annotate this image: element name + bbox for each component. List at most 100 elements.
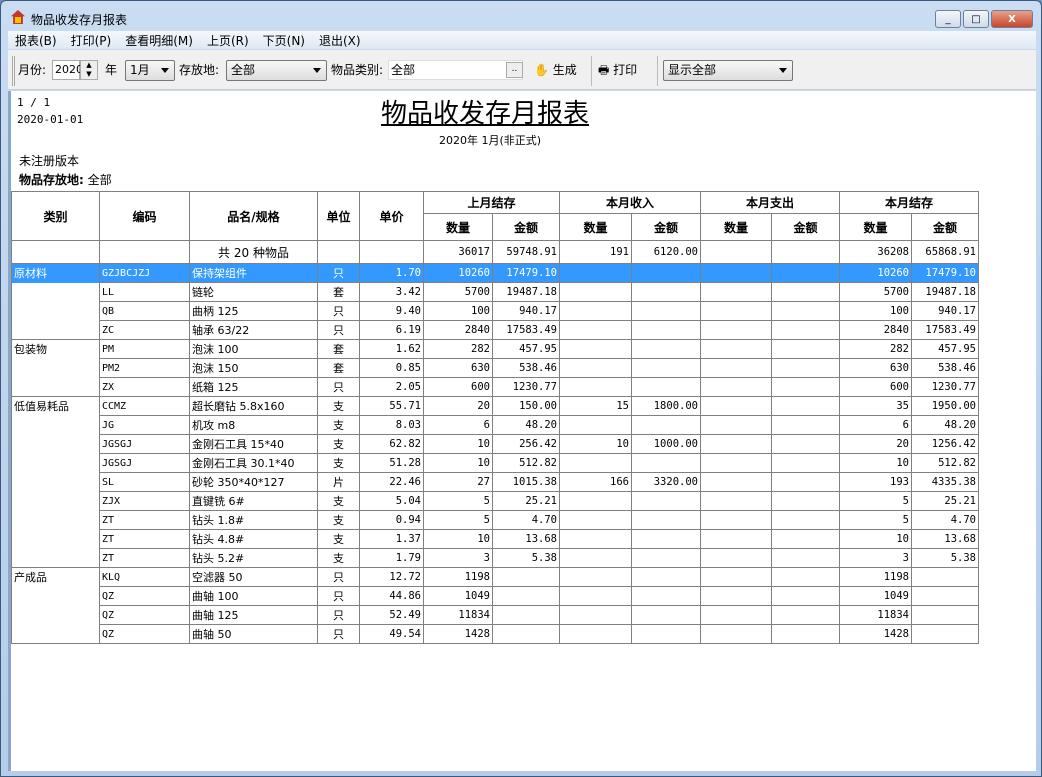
table-row[interactable]: JG 机攻 m8 支 8.03 6 48.20 6 48.20 [11, 415, 979, 435]
browse-button[interactable]: .. [506, 62, 523, 78]
table-row[interactable]: LL 链轮套 3.42 5700 19487.18 5700 19487.18 [11, 282, 979, 302]
menu-prev-page[interactable]: 上页(R) [206, 33, 249, 48]
cell-last-amount: 538.46 [492, 358, 560, 378]
cell-unit: 只 [317, 586, 360, 606]
table-row[interactable]: ZX 纸箱 125 只 2.05 600 1230.77 600 1230.77 [11, 377, 979, 397]
cell-last-amount: 1230.77 [492, 377, 560, 397]
display-value: 显示全部 [668, 63, 717, 77]
summary-cell: 191 [559, 240, 632, 264]
cell-name: 金刚石工具 30.1*40 [189, 453, 318, 473]
cell-bal-amount: 1230.77 [911, 377, 979, 397]
cell-in-qty [559, 510, 632, 530]
cell-bal-amount: 17583.49 [911, 320, 979, 340]
cell-unit: 支 [317, 510, 360, 530]
cell-out-amount [771, 396, 840, 416]
cell-in-amount [631, 339, 701, 359]
cell-code: ZX [99, 377, 190, 397]
toolbar: 月份: 2020 ▲ ▼ 年 1月 存放地: 全部 物品类别: 全部 .. ✋ 生… [8, 50, 1036, 90]
print-button[interactable]: 🖶 打印 [598, 61, 637, 79]
cell-out-amount [771, 624, 840, 644]
table-row[interactable]: 原材料 GZJBCJZJ 保持架组件只 1.70 10260 17479.10 10260 1… [11, 263, 979, 283]
close-button[interactable]: X [991, 10, 1033, 28]
cell-out-qty [700, 415, 772, 435]
maximize-button[interactable]: □ [963, 10, 989, 28]
report-table: 类别 编码 品名/规格 单位 单价 上月结存 本月收入 本月支出 本月结存 数量… [11, 191, 979, 644]
year-input[interactable]: 2020 [52, 60, 83, 80]
table-row[interactable]: ZT 钻头 5.2# 支 1.79 3 5.38 3 5.38 [11, 548, 979, 568]
menu-bar: 报表(B) 打印(P) 查看明细(M) 上页(R) 下页(N) 退出(X) [8, 31, 1036, 49]
cell-in-amount [631, 510, 701, 530]
table-row[interactable]: QZ 曲轴 50 只 49.54 1428 1428 [11, 624, 979, 644]
report-date: 2020-01-01 [17, 113, 84, 126]
cell-last-amount: 5.38 [492, 548, 560, 568]
location-label: 存放地: [179, 63, 220, 77]
cell-bal-amount: 19487.18 [911, 282, 979, 302]
cell-in-qty [559, 358, 632, 378]
table-row[interactable]: PM2 泡沫 150 套 0.85 630 538.46 630 538.46 [11, 358, 979, 378]
table-row[interactable]: ZC 轴承 63/22 只 6.19 2840 17583.49 2840 17583.49 [11, 320, 979, 340]
table-row[interactable]: 包装物 PM 泡沫 100 套 1.62 282 457.95 282 457.95 [11, 339, 979, 359]
cell-last-qty: 100 [423, 301, 493, 321]
cell-last-amount: 940.17 [492, 301, 560, 321]
summary-cell [771, 240, 840, 264]
cell-in-qty [559, 301, 632, 321]
cell-last-qty: 282 [423, 339, 493, 359]
cell-last-amount [492, 586, 560, 606]
chevron-down-icon [313, 68, 321, 73]
cell-out-qty [700, 510, 772, 530]
toolbar-grip[interactable] [12, 56, 15, 86]
cell-code: PM2 [99, 358, 190, 378]
location-value: 全部 [231, 63, 256, 77]
minimize-button[interactable]: _ [935, 10, 961, 28]
menu-print[interactable]: 打印(P) [70, 33, 112, 48]
location-caption: 物品存放地: [19, 173, 84, 187]
cell-unit: 只 [317, 320, 360, 340]
cell-bal-qty: 10 [839, 529, 912, 549]
cell-out-qty [700, 358, 772, 378]
month-select[interactable]: 1月 [125, 60, 175, 81]
cell-last-qty: 5 [423, 491, 493, 511]
cell-bal-amount: 940.17 [911, 301, 979, 321]
table-row[interactable]: SL 砂轮 350*40*127 片 22.46 27 1015.38 166 3320.00… [11, 472, 979, 492]
summary-cell: 36017 [423, 240, 493, 264]
table-row[interactable]: ZT 钻头 4.8# 支 1.37 10 13.68 10 13.68 [11, 529, 979, 549]
menu-exit[interactable]: 退出(X) [318, 33, 361, 48]
table-row[interactable]: 低值易耗品 CCMZ 超长磨钻 5.8x160 支 55.71 20 150.00 15 180… [11, 396, 979, 416]
cell-unit: 只 [317, 567, 360, 587]
cell-unit: 支 [317, 453, 360, 473]
year-label: 年 [105, 63, 118, 77]
cell-bal-amount [911, 624, 979, 644]
cell-category: 包装物 [11, 339, 100, 359]
cell-category [11, 605, 100, 625]
table-row[interactable]: JGSGJ 金刚石工具 15*40 支 62.82 10 256.42 10 1000.00 2… [11, 434, 979, 454]
menu-next-page[interactable]: 下页(N) [262, 33, 305, 48]
cell-code: ZC [99, 320, 190, 340]
cell-out-amount [771, 358, 840, 378]
table-row[interactable]: QZ 曲轴 100 只 44.86 1049 1049 [11, 586, 979, 606]
table-row[interactable]: ZJX 直键铣 6# 支 5.04 5 25.21 5 25.21 [11, 491, 979, 511]
header-amount: 金额 [492, 213, 560, 241]
table-row[interactable]: QB 曲柄 125 只 9.40 100 940.17 100 940.17 [11, 301, 979, 321]
cell-in-amount: 1000.00 [631, 434, 701, 454]
cell-bal-amount: 13.68 [911, 529, 979, 549]
location-select[interactable]: 全部 [226, 60, 327, 81]
generate-button[interactable]: ✋ 生成 [534, 61, 577, 79]
table-row[interactable]: 产成品 KLQ 空滤器 50 只 12.72 1198 1198 [11, 567, 979, 587]
cell-bal-qty: 10260 [839, 263, 912, 283]
display-select[interactable]: 显示全部 [663, 60, 793, 81]
cell-last-qty: 27 [423, 472, 493, 492]
category-input[interactable]: 全部 [388, 60, 523, 80]
table-row[interactable]: JGSGJ 金刚石工具 30.1*40 支 51.28 10 512.82 10 512.82 [11, 453, 979, 473]
table-row[interactable]: QZ 曲轴 125 只 52.49 11834 11834 [11, 605, 979, 625]
print-label: 打印 [613, 63, 638, 77]
cell-bal-amount: 25.21 [911, 491, 979, 511]
menu-report[interactable]: 报表(B) [15, 33, 57, 48]
cell-category [11, 510, 100, 530]
cell-name: 钻头 5.2# [189, 548, 318, 568]
year-spinner[interactable]: ▲ ▼ [80, 60, 98, 80]
cell-price: 49.54 [359, 624, 424, 644]
table-row[interactable]: ZT 钻头 1.8# 支 0.94 5 4.70 5 4.70 [11, 510, 979, 530]
cell-category [11, 586, 100, 606]
cell-last-qty: 5 [423, 510, 493, 530]
menu-view-detail[interactable]: 查看明细(M) [125, 33, 193, 48]
